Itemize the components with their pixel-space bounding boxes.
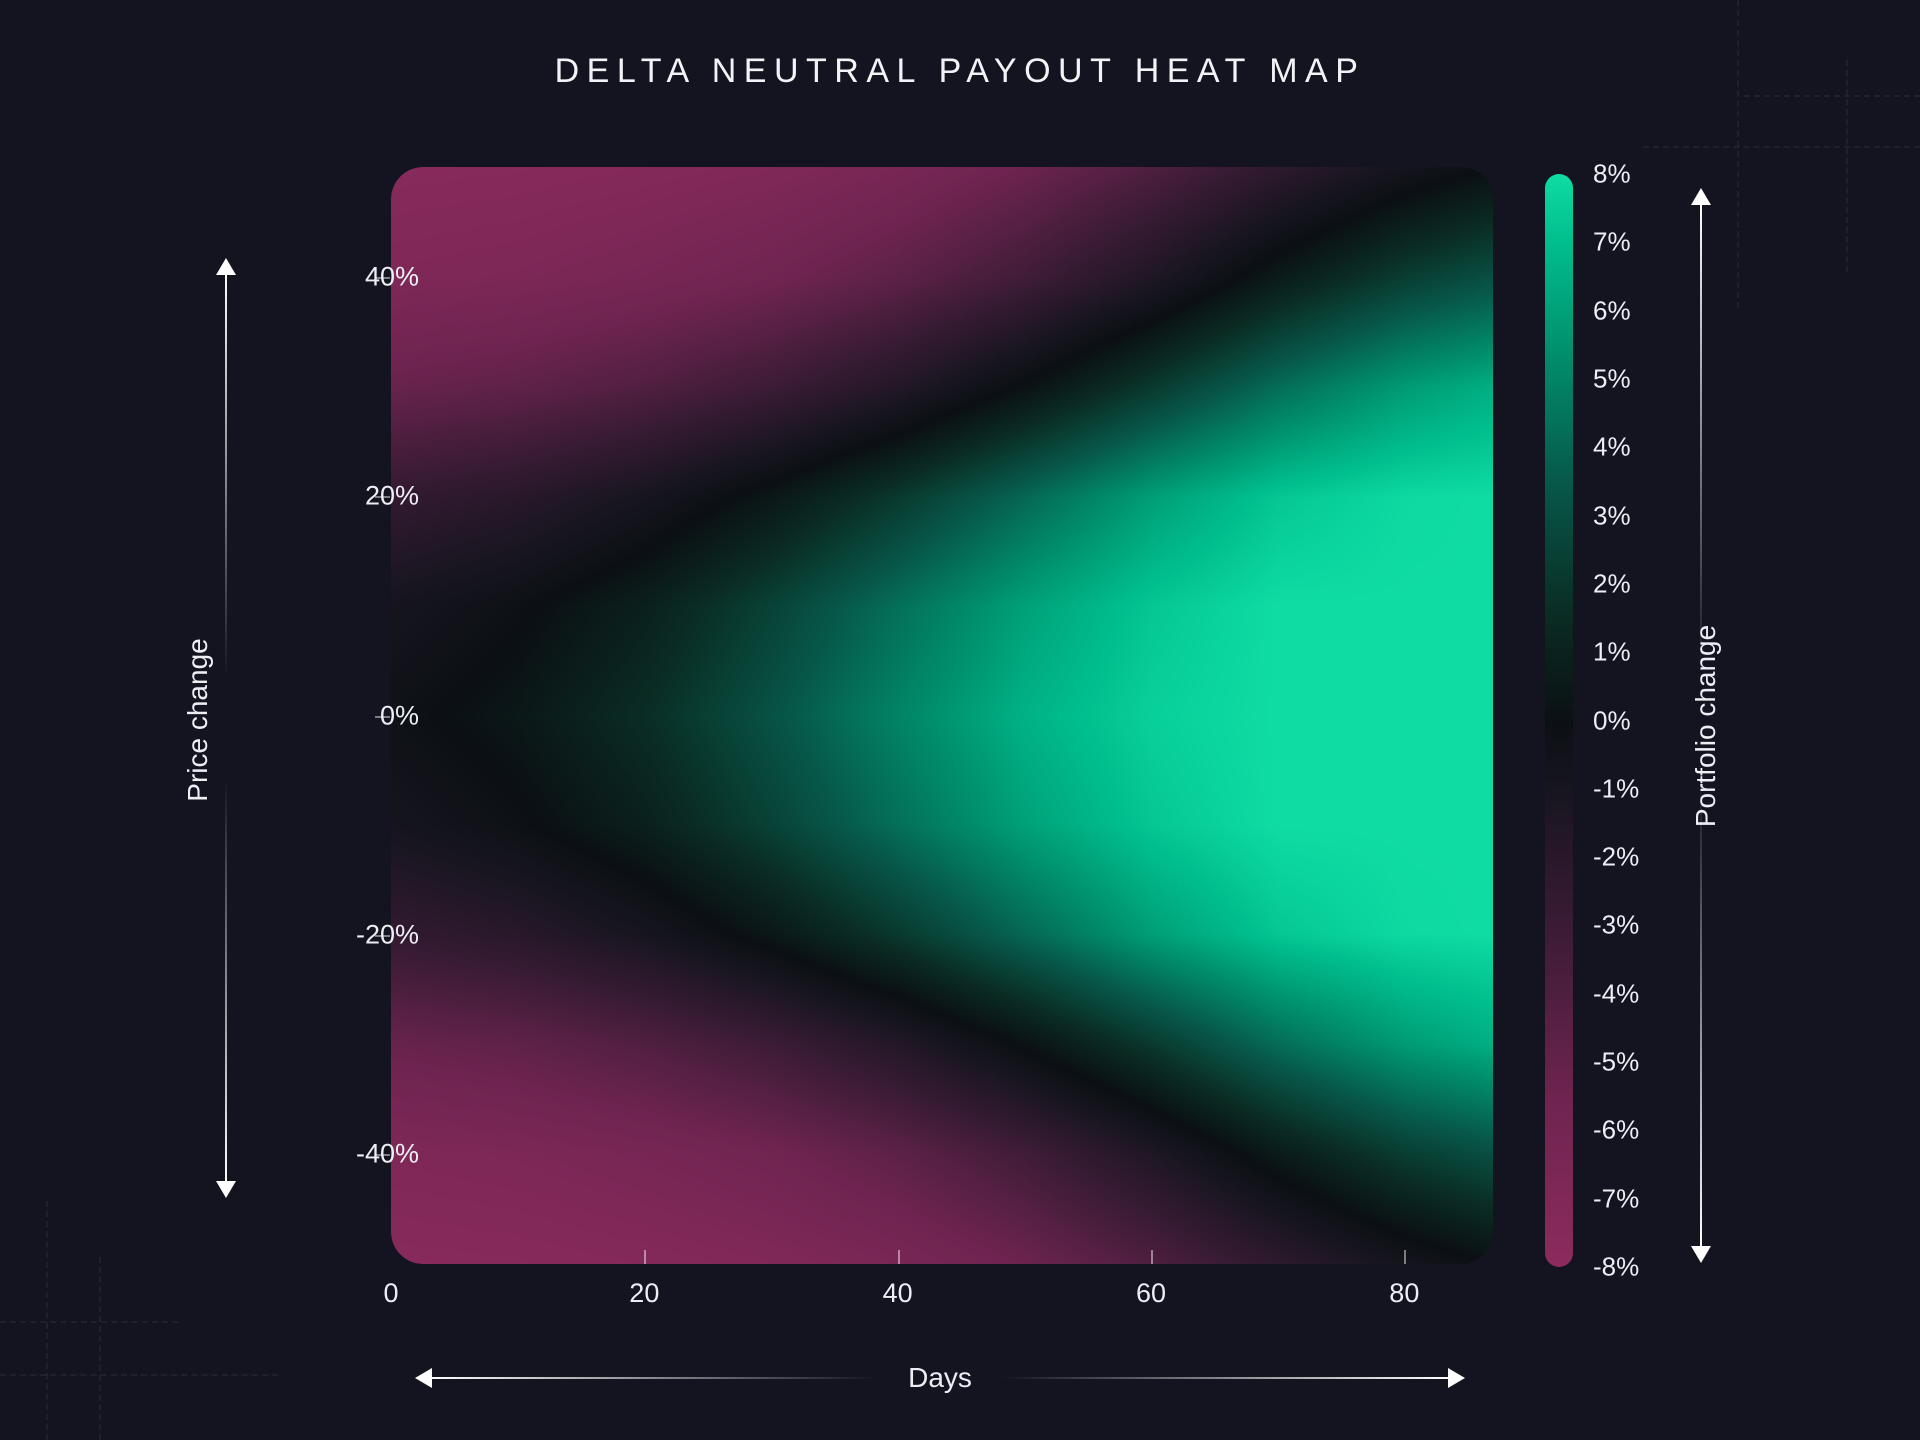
y-axis-tick-mark — [375, 934, 390, 937]
x-axis-tick-label: 60 — [1135, 1278, 1167, 1308]
colorbar-tick-label: -3% — [1593, 909, 1640, 940]
page-title: DELTA NEUTRAL PAYOUT HEAT MAP — [554, 52, 1366, 90]
colorbar-direction-arrow — [1688, 188, 1714, 1263]
colorbar-tick-label: -5% — [1593, 1046, 1640, 1077]
y-axis-arrow-line-bottom — [225, 778, 227, 1184]
colorbar-tick-label: 6% — [1593, 295, 1631, 326]
x-axis-tick-mark — [391, 1250, 393, 1264]
colorbar-tick-label: -6% — [1593, 1114, 1640, 1145]
y-axis-tick-label: 40% — [364, 261, 419, 292]
colorbar-tick-label: -1% — [1593, 773, 1640, 804]
y-axis-title: Price change — [182, 638, 213, 802]
colorbar-arrow-line-top — [1700, 202, 1702, 672]
y-axis-tick-mark — [375, 715, 390, 718]
colorbar-tick-label: -7% — [1593, 1183, 1640, 1214]
x-axis-tick-label: 80 — [1389, 1278, 1420, 1308]
y-axis-tick-mark — [375, 276, 390, 279]
heatmap-surface — [391, 167, 1493, 1264]
y-axis-direction-arrow — [213, 258, 239, 1198]
decor-grid-line-bl-3 — [0, 1321, 178, 1323]
x-axis-tick-mark — [1151, 1250, 1153, 1264]
arrow-down-icon — [216, 1181, 236, 1198]
arrow-up-icon — [216, 258, 236, 275]
colorbar — [1545, 174, 1573, 1267]
x-axis-tick-label: 40 — [882, 1278, 913, 1308]
x-axis-tick-label: 0 — [383, 1278, 399, 1308]
colorbar-tick-label: -2% — [1593, 841, 1640, 872]
arrow-down-icon — [1691, 1246, 1711, 1263]
y-axis-tick-label: 20% — [364, 480, 419, 511]
colorbar-tick-label: 5% — [1593, 363, 1631, 394]
x-axis-direction-arrow — [415, 1365, 1465, 1391]
colorbar-title: Portfolio change — [1690, 624, 1721, 828]
x-axis-title: Days — [908, 1362, 972, 1393]
decor-grid-line-bl-2 — [99, 1257, 101, 1440]
y-axis-tick-mark — [375, 1154, 390, 1157]
decor-grid-line-tr-2 — [1737, 0, 1739, 308]
colorbar-tick-label: -8% — [1593, 1251, 1640, 1282]
colorbar-tick-label: -4% — [1593, 978, 1640, 1009]
x-axis-tick-mark — [1404, 1250, 1407, 1264]
plot-area — [375, 167, 1493, 1264]
y-axis-tick-label: -20% — [355, 919, 419, 950]
colorbar-tick-label: 8% — [1593, 158, 1631, 189]
colorbar-tick-label: 7% — [1593, 226, 1631, 257]
colorbar-arrow-line-bottom — [1700, 779, 1702, 1249]
x-axis-arrow-line-right — [1001, 1377, 1451, 1379]
arrow-right-icon — [1448, 1368, 1465, 1388]
colorbar-tick-label: 4% — [1593, 431, 1631, 462]
y-axis-tick-label: 0% — [379, 700, 419, 730]
decor-grid-line-tr-4 — [1643, 146, 1920, 148]
decor-grid-line-tr-3 — [1744, 95, 1920, 97]
colorbar-tick-label: 2% — [1593, 568, 1631, 599]
decor-grid-line-tr-1 — [1846, 60, 1848, 272]
arrow-left-icon — [415, 1368, 432, 1388]
y-axis-tick-label: -40% — [355, 1138, 419, 1169]
decor-grid-line-bl-4 — [0, 1374, 278, 1376]
x-axis-tick-mark — [897, 1250, 900, 1264]
arrow-up-icon — [1691, 188, 1711, 205]
colorbar-tick-label: 0% — [1593, 705, 1631, 735]
y-axis-arrow-line-top — [225, 272, 227, 678]
decor-grid-line-bl-1 — [46, 1201, 48, 1440]
x-axis-tick-mark — [644, 1250, 647, 1264]
colorbar-tick-label: 1% — [1593, 636, 1631, 667]
colorbar-tick-label: 3% — [1593, 500, 1631, 531]
y-axis-tick-mark — [375, 496, 390, 499]
x-axis-arrow-line-left — [429, 1377, 879, 1379]
x-axis-tick-label: 20 — [629, 1278, 660, 1308]
